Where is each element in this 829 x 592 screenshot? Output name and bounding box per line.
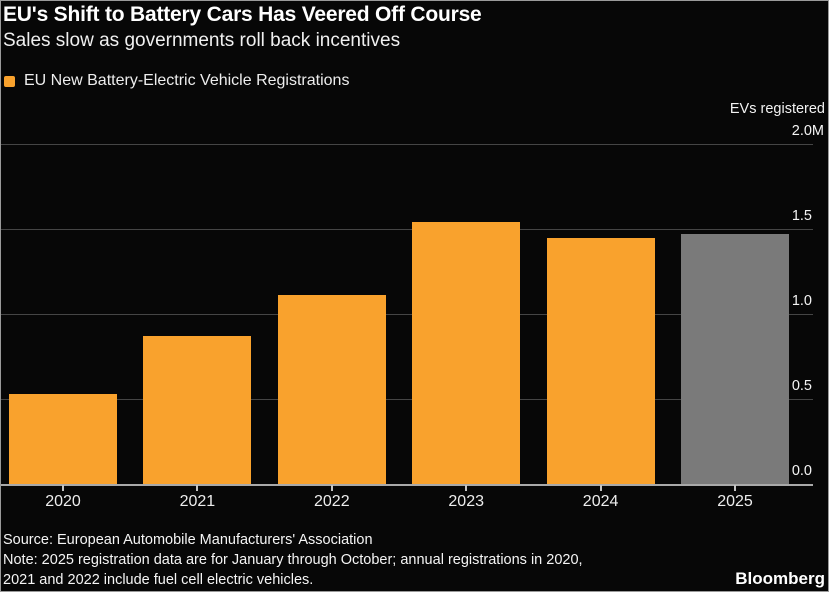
y-tick-label: 1.0 (791, 293, 812, 309)
x-axis-baseline (1, 484, 813, 486)
y-tick-label: 0.0 (791, 463, 812, 479)
y-tick-label: 1.5 (791, 208, 812, 224)
x-tick-mark (62, 485, 64, 491)
x-tick-label-2022: 2022 (314, 493, 350, 510)
x-tick-mark (734, 485, 736, 491)
note-line-2: 2021 and 2022 include fuel cell electric… (3, 572, 314, 588)
source-line: Source: European Automobile Manufacturer… (3, 532, 373, 548)
x-tick-mark (465, 485, 468, 491)
plot-area (1, 144, 813, 486)
bar-2025 (681, 234, 789, 484)
gridline (1, 314, 813, 315)
legend-label: EU New Battery-Electric Vehicle Registra… (24, 72, 350, 89)
y-tick-label: 2.0M (791, 123, 824, 139)
x-tick-label-2021: 2021 (179, 493, 216, 510)
legend-swatch-icon (4, 75, 15, 87)
x-tick-label-2020: 2020 (45, 493, 81, 510)
brand-logo: Bloomberg (735, 569, 825, 588)
footer: Source: European Automobile Manufacturer… (3, 530, 583, 590)
gridline (1, 229, 813, 230)
x-tick-label-2024: 2024 (582, 493, 619, 510)
x-tick-mark (330, 485, 333, 491)
gridline (1, 144, 813, 145)
bar-2021 (143, 336, 252, 484)
bar-2024 (546, 237, 655, 484)
chart-subtitle: Sales slow as governments roll back ince… (3, 30, 401, 51)
x-tick-label-2023: 2023 (448, 493, 484, 510)
x-tick-mark (196, 485, 199, 491)
y-axis-title: EVs registered (729, 101, 825, 117)
note-line-1: Note: 2025 registration data are for Jan… (3, 552, 583, 568)
chart-title: EU's Shift to Battery Cars Has Veered Of… (3, 3, 482, 26)
y-tick-label: 0.5 (791, 378, 812, 394)
bar-2020 (9, 393, 117, 484)
bar-2022 (277, 295, 386, 484)
x-tick-mark (599, 485, 602, 491)
bar-2023 (412, 222, 521, 484)
gridline (1, 399, 813, 400)
legend: EU New Battery-Electric Vehicle Registra… (4, 72, 349, 90)
x-tick-label-2025: 2025 (717, 493, 753, 510)
